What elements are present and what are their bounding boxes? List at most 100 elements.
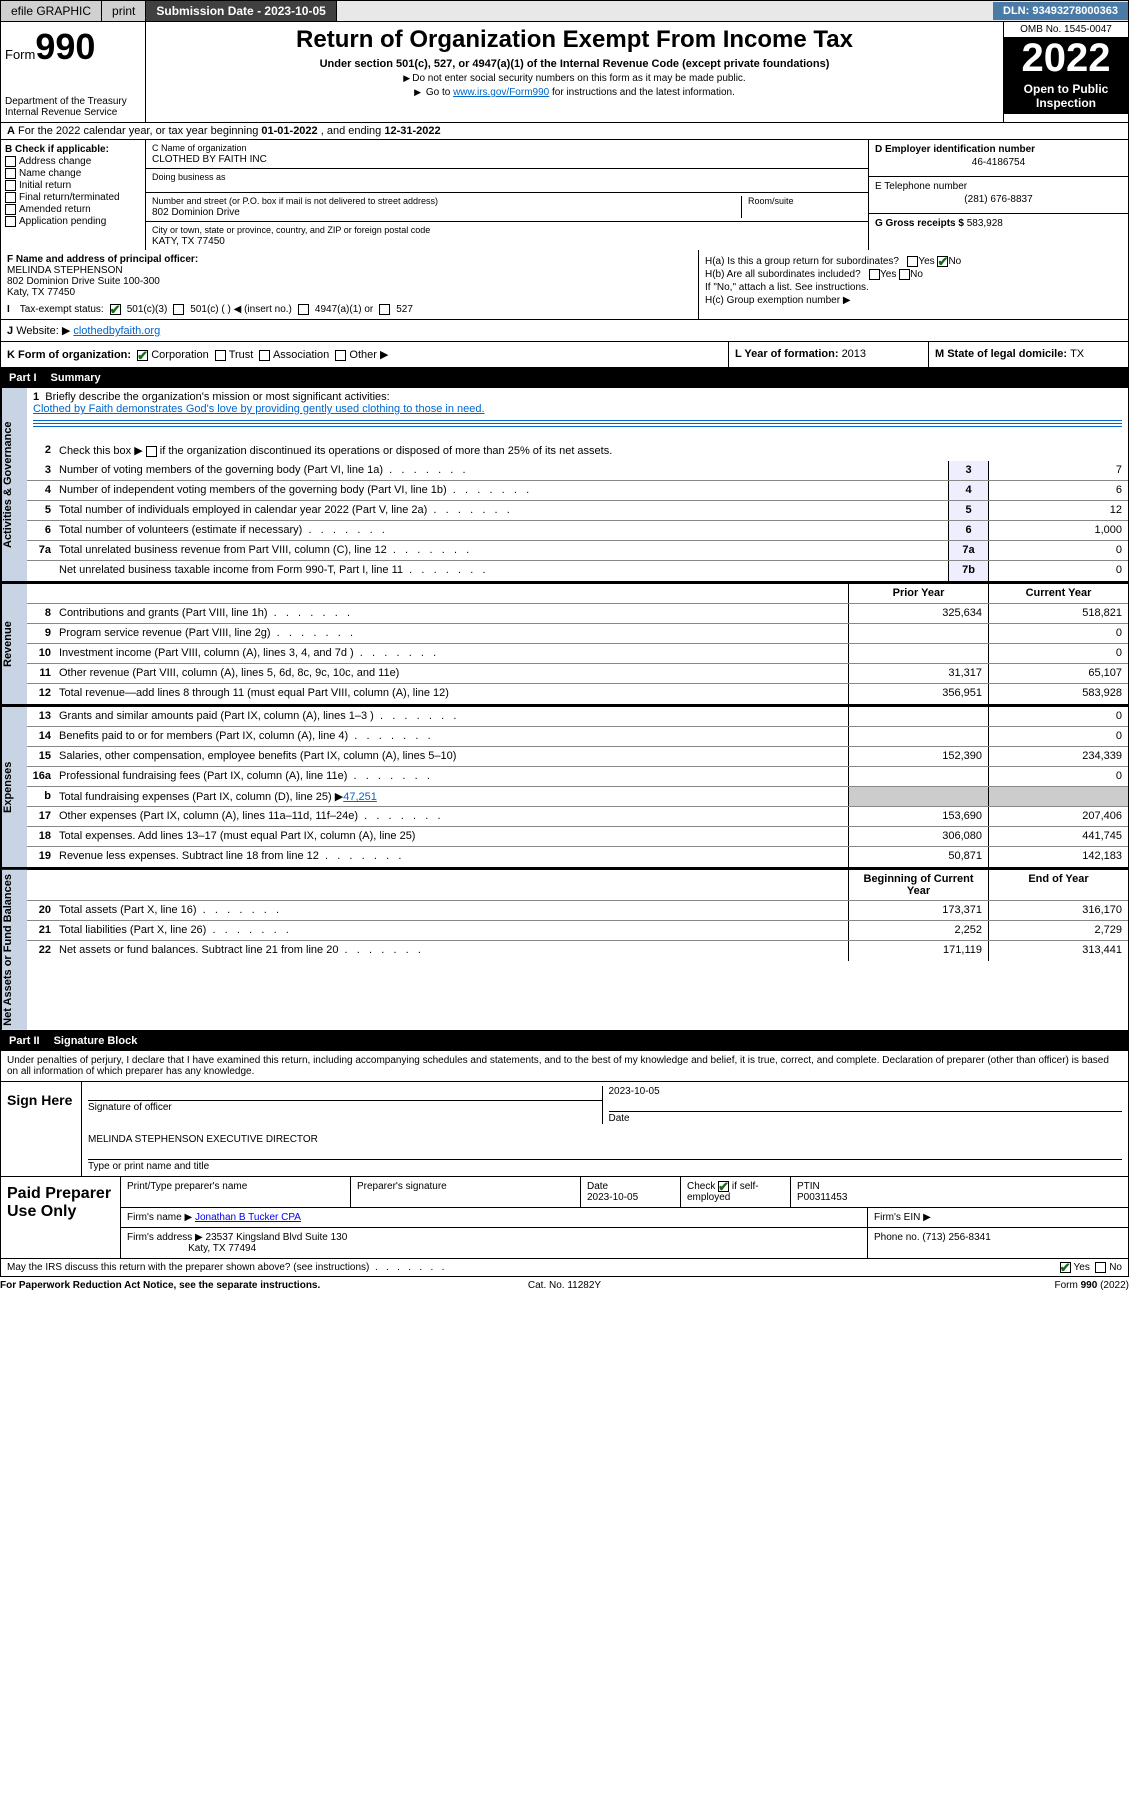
hb-note: If "No," attach a list. See instructions… (705, 282, 1122, 293)
rev-hdr-t (55, 584, 848, 603)
s12-c: 583,928 (988, 684, 1128, 704)
prep-body: Print/Type preparer's name Preparer's si… (121, 1177, 1128, 1258)
s6-box: 6 (948, 521, 988, 540)
room-label: Room/suite (748, 196, 794, 206)
mission-underline3 (33, 424, 1122, 427)
prep-ptin-cell: PTINP00311453 (791, 1177, 1128, 1207)
lbl-address-change: Address change (19, 156, 91, 167)
s8-p: 325,634 (848, 604, 988, 623)
s3-box: 3 (948, 461, 988, 480)
s16b-t: Total fundraising expenses (Part IX, col… (55, 787, 848, 806)
hb-line: H(b) Are all subordinates included? Yes … (705, 269, 1122, 280)
efile-graphic-button[interactable]: efile GRAPHIC (1, 1, 102, 21)
prep-h4: Check (687, 1181, 715, 1192)
line19: 19Revenue less expenses. Subtract line 1… (27, 847, 1128, 867)
vtab-activities: Activities & Governance (1, 388, 27, 581)
chk-ha-no[interactable] (937, 256, 948, 267)
part2-title: Signature Block (54, 1035, 138, 1047)
city-label: City or town, state or province, country… (152, 225, 430, 235)
s21-t: Total liabilities (Part X, line 26) (55, 921, 848, 940)
chk-amended-return[interactable] (5, 204, 16, 215)
chk-hb-no[interactable] (899, 269, 910, 280)
chk-initial-return[interactable] (5, 180, 16, 191)
chk-assoc[interactable] (259, 350, 270, 361)
footer-right: Form 990 (2022) (753, 1280, 1129, 1291)
section-expenses: Expenses 13Grants and similar amounts pa… (0, 705, 1129, 868)
prep-addr1: 23537 Kingsland Blvd Suite 130 (206, 1232, 348, 1243)
s2-t1: Check this box ▶ (59, 445, 143, 457)
part1-header: Part I Summary (0, 368, 1129, 388)
line9: 9Program service revenue (Part VIII, lin… (27, 624, 1128, 644)
s15-c: 234,339 (988, 747, 1128, 766)
mission-text[interactable]: Clothed by Faith demonstrates God's love… (33, 403, 485, 415)
dept-treasury: Department of the Treasury (5, 96, 141, 107)
ha-no: No (948, 256, 961, 267)
prep-h1: Print/Type preparer's name (121, 1177, 351, 1207)
chk-4947[interactable] (298, 304, 309, 315)
sig-date-value: 2023-10-05 (609, 1086, 1123, 1097)
s13-t: Grants and similar amounts paid (Part IX… (55, 707, 848, 726)
s15-n: 15 (27, 747, 55, 766)
chk-hb-yes[interactable] (869, 269, 880, 280)
s1-n: 1 (33, 391, 39, 403)
s17-p: 153,690 (848, 807, 988, 826)
s5-n: 5 (27, 501, 55, 520)
sig-officer-label: Signature of officer (88, 1100, 602, 1113)
s11-c: 65,107 (988, 664, 1128, 683)
prep-r3: Firm's address ▶ 23537 Kingsland Blvd Su… (121, 1228, 1128, 1258)
street-row: Number and street (or P.O. box if mail i… (146, 193, 868, 222)
s7a-n: 7a (27, 541, 55, 560)
paid-preparer-block: Paid Preparer Use Only Print/Type prepar… (0, 1177, 1129, 1259)
s17-n: 17 (27, 807, 55, 826)
s16a-p (848, 767, 988, 786)
s8-t: Contributions and grants (Part VIII, lin… (55, 604, 848, 623)
submission-date-label: Submission Date - 2023-10-05 (146, 1, 336, 21)
s18-c: 441,745 (988, 827, 1128, 846)
line10: 10Investment income (Part VIII, column (… (27, 644, 1128, 664)
dln-value: 93493278000363 (1032, 5, 1118, 17)
prep-firm-link[interactable]: Jonathan B Tucker CPA (195, 1212, 301, 1223)
ein-cell: D Employer identification number 46-4186… (869, 140, 1128, 177)
chk-corp[interactable] (137, 350, 148, 361)
chk-final-return[interactable] (5, 192, 16, 203)
s15-p: 152,390 (848, 747, 988, 766)
s21-n: 21 (27, 921, 55, 940)
s15-t: Salaries, other compensation, employee b… (55, 747, 848, 766)
ha-line: H(a) Is this a group return for subordin… (705, 256, 1122, 267)
chk-501c3[interactable] (110, 304, 121, 315)
chk-501c[interactable] (173, 304, 184, 315)
s16a-n: 16a (27, 767, 55, 786)
footer-mid: Cat. No. 11282Y (376, 1280, 752, 1291)
row-klm: K Form of organization: Corporation Trus… (0, 342, 1129, 368)
chk-name-change[interactable] (5, 168, 16, 179)
chk-discuss-yes[interactable] (1060, 1262, 1071, 1273)
chk-line2[interactable] (146, 446, 157, 457)
s14-c: 0 (988, 727, 1128, 746)
chk-self-employed[interactable] (718, 1181, 729, 1192)
s2-t2: if the organization discontinued its ope… (157, 445, 613, 457)
s19-t: Revenue less expenses. Subtract line 18 … (55, 847, 848, 867)
chk-address-change[interactable] (5, 156, 16, 167)
row-a-taxyear: A For the 2022 calendar year, or tax yea… (0, 123, 1129, 140)
s13-n: 13 (27, 707, 55, 726)
form-title: Return of Organization Exempt From Incom… (152, 26, 997, 54)
chk-application-pending[interactable] (5, 216, 16, 227)
irs-link[interactable]: www.irs.gov/Form990 (453, 87, 549, 98)
lbl-name-change: Name change (19, 168, 81, 179)
chk-ha-yes[interactable] (907, 256, 918, 267)
s16b-amt[interactable]: 47,251 (343, 791, 377, 803)
chk-527[interactable] (379, 304, 390, 315)
website-link[interactable]: clothedbyfaith.org (73, 325, 160, 337)
expenses-body: 13Grants and similar amounts paid (Part … (27, 707, 1128, 867)
officer-addr2: Katy, TX 77450 (7, 287, 692, 298)
line7a: 7a Total unrelated business revenue from… (27, 541, 1128, 561)
chk-discuss-no[interactable] (1095, 1262, 1106, 1273)
ssn-note: Do not enter social security numbers on … (152, 73, 997, 84)
chk-trust[interactable] (215, 350, 226, 361)
print-button[interactable]: print (102, 1, 146, 21)
s6-t: Total number of volunteers (estimate if … (55, 521, 948, 540)
chk-other[interactable] (335, 350, 346, 361)
lbl-amended-return: Amended return (19, 204, 91, 215)
s4-box: 4 (948, 481, 988, 500)
sig-date-label: Date (609, 1111, 1123, 1124)
